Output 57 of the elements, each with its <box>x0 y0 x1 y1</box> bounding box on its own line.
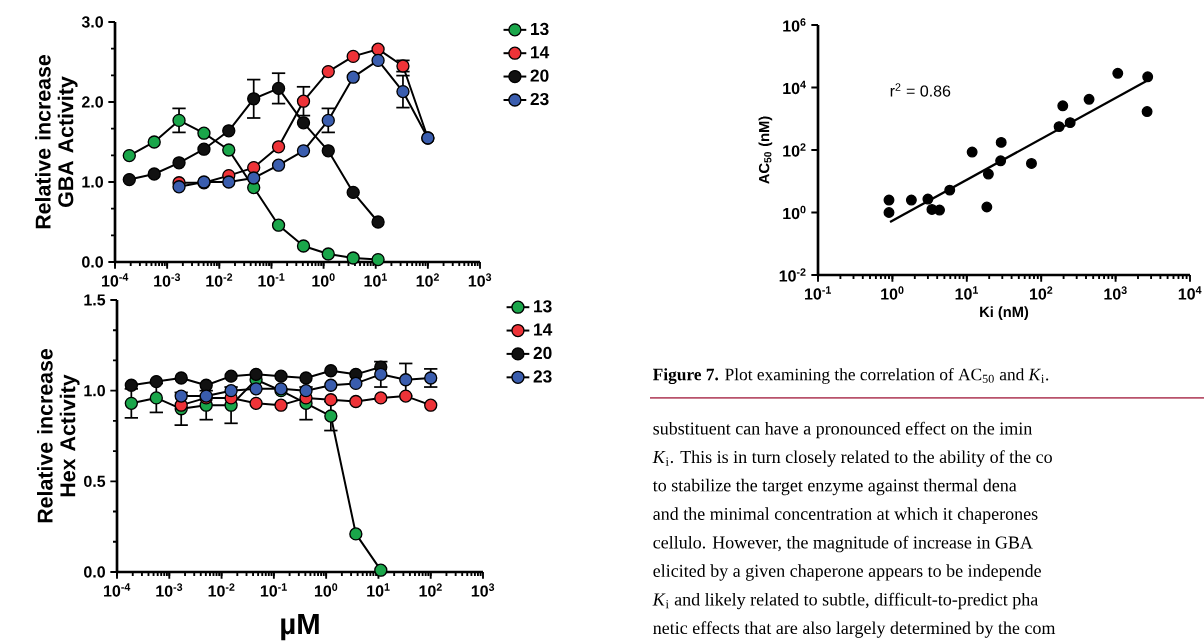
text: cellulo. However, the magnitude of increase in GBA <box>653 535 1033 553</box>
text: netic effects that are also largely determined by the com <box>653 621 1056 638</box>
x-tick-label: 10$^{1}$ <box>364 273 387 287</box>
y-tick-label: 0.0 <box>84 566 105 578</box>
x-tick-label: 10$^{0}$ <box>314 583 338 597</box>
x-tick-label: 10$^{3}$ <box>1104 286 1127 300</box>
text: substituent can have a pronounced effect on the imin <box>653 421 1033 439</box>
y-tick-label: 2.0 <box>81 96 103 108</box>
y-tick-label: 10$^{2}$ <box>783 143 806 157</box>
x-tick-label: 10$^{1}$ <box>955 286 979 300</box>
x-tick-label: 10$^{0}$ <box>312 273 335 287</box>
x-tick-label: 10$^{-3}$ <box>154 273 181 287</box>
x-tick-label: 10$^{0}$ <box>881 286 904 300</box>
x-tick-label: 10$^{-4}$ <box>102 273 129 287</box>
y-tick-label: 0.5 <box>84 475 106 487</box>
text: and the minimal concentration at which it chaperones <box>653 507 1038 524</box>
x-axis-title: Ki (nM) <box>980 306 1029 320</box>
y-tick-label: 10$^{6}$ <box>783 18 806 32</box>
y-tick-label: 10$^{4}$ <box>783 80 806 95</box>
x-tick-label: 10$^{-2}$ <box>208 583 235 597</box>
text: Figure 7. Plot examining the correlation of AC$_{50}$ and K$_{i}$. <box>653 367 1049 384</box>
y-tick-label: 3.0 <box>81 16 103 28</box>
x-tick-label: 10$^{1}$ <box>367 583 390 597</box>
legend-label: 20 <box>533 346 552 360</box>
y-axis-title: AC$_{50}$ (nM) <box>758 116 773 184</box>
y-axis-title: Relative increase Hex Activity <box>37 349 80 523</box>
x-tick-label: 10$^{3}$ <box>468 273 492 287</box>
x-tick-label: 10$^{3}$ <box>471 583 495 597</box>
y-tick-label: 10$^{0}$ <box>783 205 806 220</box>
text: to stabilize the target enzyme against thermal dena <box>652 478 1017 496</box>
y-tick-label: 1.0 <box>84 385 105 397</box>
x-tick-label: 10$^{-2}$ <box>206 273 233 287</box>
x-tick-label: 10$^{-1}$ <box>260 583 287 597</box>
x-axis-title: µM <box>281 613 319 641</box>
legend-label: 20 <box>530 69 549 82</box>
x-tick-label: 10$^{4}$ <box>1178 286 1202 300</box>
x-tick-label: 10$^{2}$ <box>416 273 439 287</box>
x-tick-label: 10$^{2}$ <box>419 583 442 597</box>
legend-label: 14 <box>534 323 553 336</box>
y-axis-title: Relative increase GBA Activity <box>35 55 78 229</box>
x-tick-label: 10$^{-3}$ <box>156 583 183 597</box>
text: K$_{i}$ and likely related to subtle, difficult-to-predict pha <box>652 592 1038 610</box>
y-tick-label: 1.0 <box>82 176 103 188</box>
legend-label: 23 <box>530 92 549 106</box>
y-tick-label: 1.5 <box>84 294 106 306</box>
text: K$_{i}$. This is in turn closely related to the ability of the co <box>652 450 1052 467</box>
x-tick-label: 10$^{-1}$ <box>258 273 285 287</box>
legend-label: 23 <box>533 370 552 383</box>
text: elicited by a given chaperone appears to be independe <box>653 564 1041 581</box>
legend-label: 13 <box>534 300 552 313</box>
annotation: r$^{2}$ = 0.86 <box>890 83 951 97</box>
x-tick-label: 10$^{-4}$ <box>104 583 131 597</box>
x-tick-label: 10$^{-1}$ <box>805 286 831 300</box>
legend-label: 14 <box>531 46 550 59</box>
x-tick-label: 10$^{2}$ <box>1030 286 1053 300</box>
y-tick-label: 0.0 <box>82 256 103 268</box>
legend-label: 13 <box>531 22 549 36</box>
